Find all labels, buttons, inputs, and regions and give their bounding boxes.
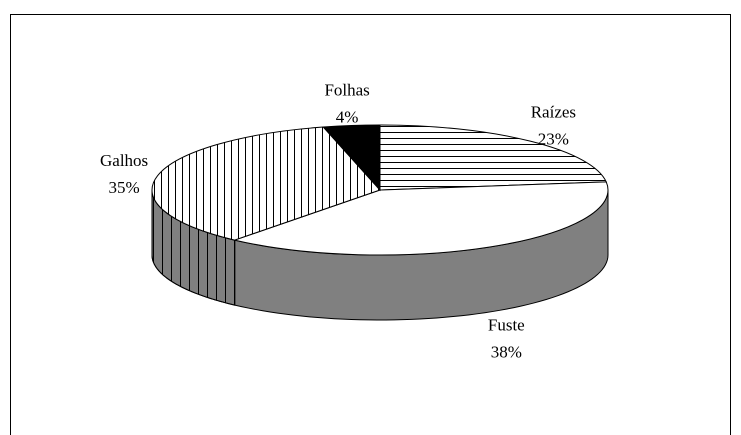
slice-label: Raízes — [531, 103, 576, 122]
slice-label: Galhos — [100, 151, 148, 170]
slice — [151, 126, 381, 241]
slice-label: Fuste — [488, 316, 525, 335]
slice — [232, 181, 609, 256]
slice-value-label: 23% — [538, 130, 569, 149]
slice — [322, 124, 381, 192]
slice — [379, 124, 607, 191]
slice-label: Folhas — [324, 81, 369, 100]
slice-value-label: 35% — [109, 178, 140, 197]
slice-value-label: 38% — [491, 343, 522, 362]
slice-value-label: 4% — [336, 108, 359, 127]
